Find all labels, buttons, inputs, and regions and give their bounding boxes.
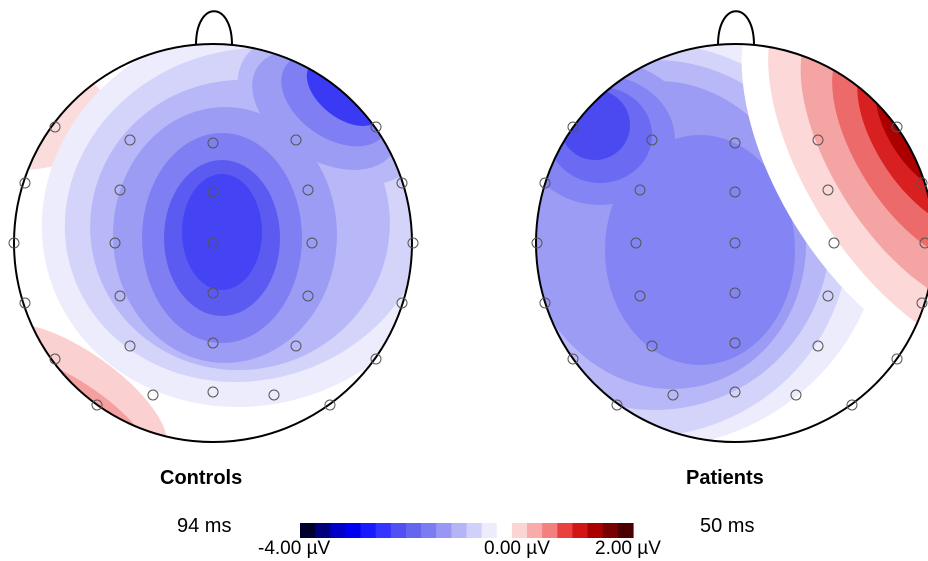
colorbar-segment — [602, 523, 619, 538]
colorbar-max-label: 2.00 µV — [595, 538, 661, 559]
electrode-markers — [531, 121, 928, 411]
colorbar-segment — [300, 523, 316, 538]
colorbar-segment — [315, 523, 331, 538]
colorbar-segment — [375, 523, 392, 538]
controls-latency: 94 ms — [177, 515, 232, 537]
nose-icon — [717, 10, 755, 46]
colorbar-segment — [330, 523, 347, 538]
colorbar-segment — [436, 523, 452, 538]
colorbar-segment — [451, 523, 468, 538]
colorbar-segment — [511, 523, 528, 538]
colorbar-segment — [496, 523, 513, 538]
colorbar-segment — [390, 523, 407, 538]
colorbar-segment — [481, 523, 498, 538]
colorbar — [300, 523, 634, 538]
colorbar-segment — [557, 523, 574, 538]
colorbar-min-label: -4.00 µV — [258, 538, 331, 559]
colorbar-segment — [527, 523, 543, 538]
colorbar-segment — [572, 523, 589, 538]
colorbar-segment — [587, 523, 604, 538]
colorbar-segment — [345, 523, 362, 538]
scalp-map-controls — [8, 10, 419, 443]
colorbar-segment — [466, 523, 483, 538]
controls-title: Controls — [160, 467, 243, 489]
nose-icon — [195, 10, 233, 46]
colorbar-segment — [405, 523, 422, 538]
colorbar-segment — [617, 523, 634, 538]
colorbar-segment — [421, 523, 437, 538]
colorbar-zero-label: 0.00 µV — [484, 538, 550, 559]
electrode-markers — [8, 121, 419, 411]
colorbar-segment — [360, 523, 377, 538]
patients-latency: 50 ms — [700, 515, 755, 537]
colorbar-segment — [542, 523, 558, 538]
scalp-map-patients — [531, 10, 928, 443]
patients-title: Patients — [686, 467, 764, 489]
